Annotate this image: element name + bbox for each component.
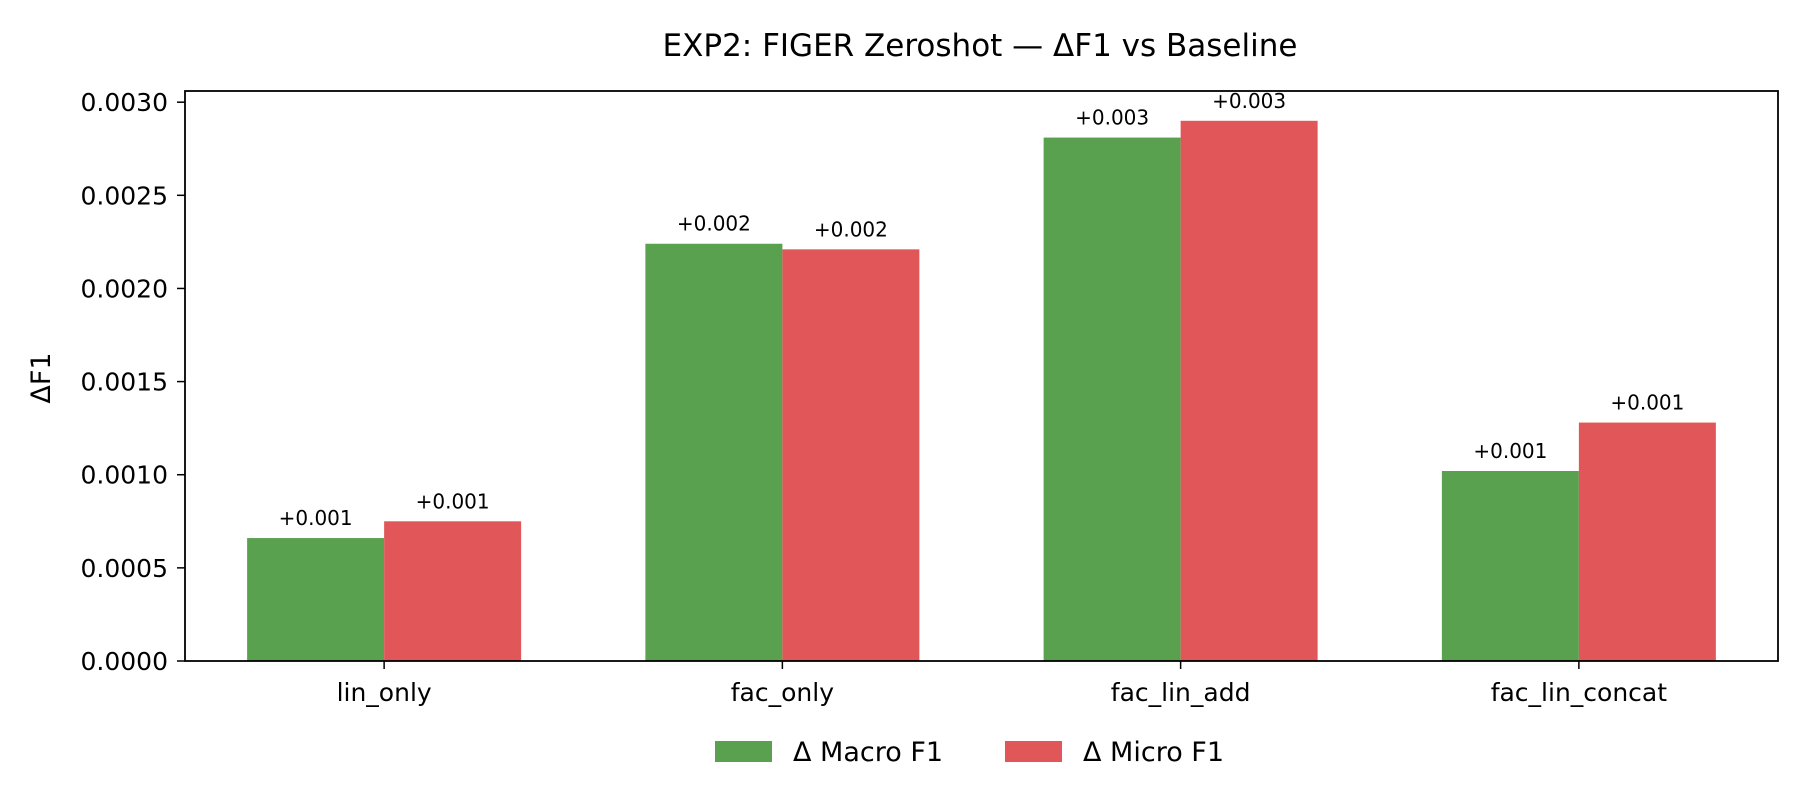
y-tick-label: 0.0010: [81, 461, 168, 490]
data-label: +0.002: [814, 217, 888, 241]
y-tick-label: 0.0005: [81, 554, 168, 583]
legend-label: Δ Micro F1: [1083, 737, 1224, 768]
bar: [1441, 471, 1579, 661]
bar: [782, 249, 920, 662]
bar: [645, 243, 783, 661]
y-tick-label: 0.0030: [81, 88, 168, 117]
y-tick-label: 0.0025: [81, 181, 168, 210]
bar: [384, 521, 522, 661]
bar: [1578, 422, 1716, 661]
bar: [1180, 120, 1318, 661]
x-tick-label: fac_lin_add: [1111, 678, 1251, 707]
data-label: +0.001: [1610, 391, 1684, 415]
x-tick-label: lin_only: [337, 678, 432, 707]
y-axis-label: ΔF1: [26, 352, 57, 403]
legend-swatch: [1005, 741, 1062, 762]
legend-label: Δ Macro F1: [793, 737, 943, 768]
plot-area: +0.001 +0.001 lin_only +0.002 +0.002 fac_only…: [81, 88, 1779, 707]
y-tick-label: 0.0015: [81, 368, 168, 397]
legend: Δ Macro F1 Δ Micro F1: [715, 737, 1224, 768]
legend-swatch: [715, 741, 772, 762]
x-tick-label: fac_only: [731, 678, 834, 707]
bar: [1043, 137, 1181, 662]
data-label: +0.001: [416, 489, 490, 513]
plot-frame: [184, 90, 1779, 662]
data-label: +0.002: [677, 212, 751, 236]
y-tick-label: 0.0020: [81, 274, 168, 303]
data-label: +0.001: [279, 506, 353, 530]
x-tick-label: fac_lin_concat: [1491, 678, 1668, 707]
data-label: +0.003: [1212, 89, 1286, 113]
y-tick-label: 0.0000: [81, 647, 168, 676]
chart-title: EXP2: FIGER Zeroshot — ΔF1 vs Baseline: [663, 28, 1298, 64]
data-label: +0.003: [1075, 106, 1149, 130]
data-label: +0.001: [1473, 439, 1547, 463]
bar: [247, 538, 385, 661]
